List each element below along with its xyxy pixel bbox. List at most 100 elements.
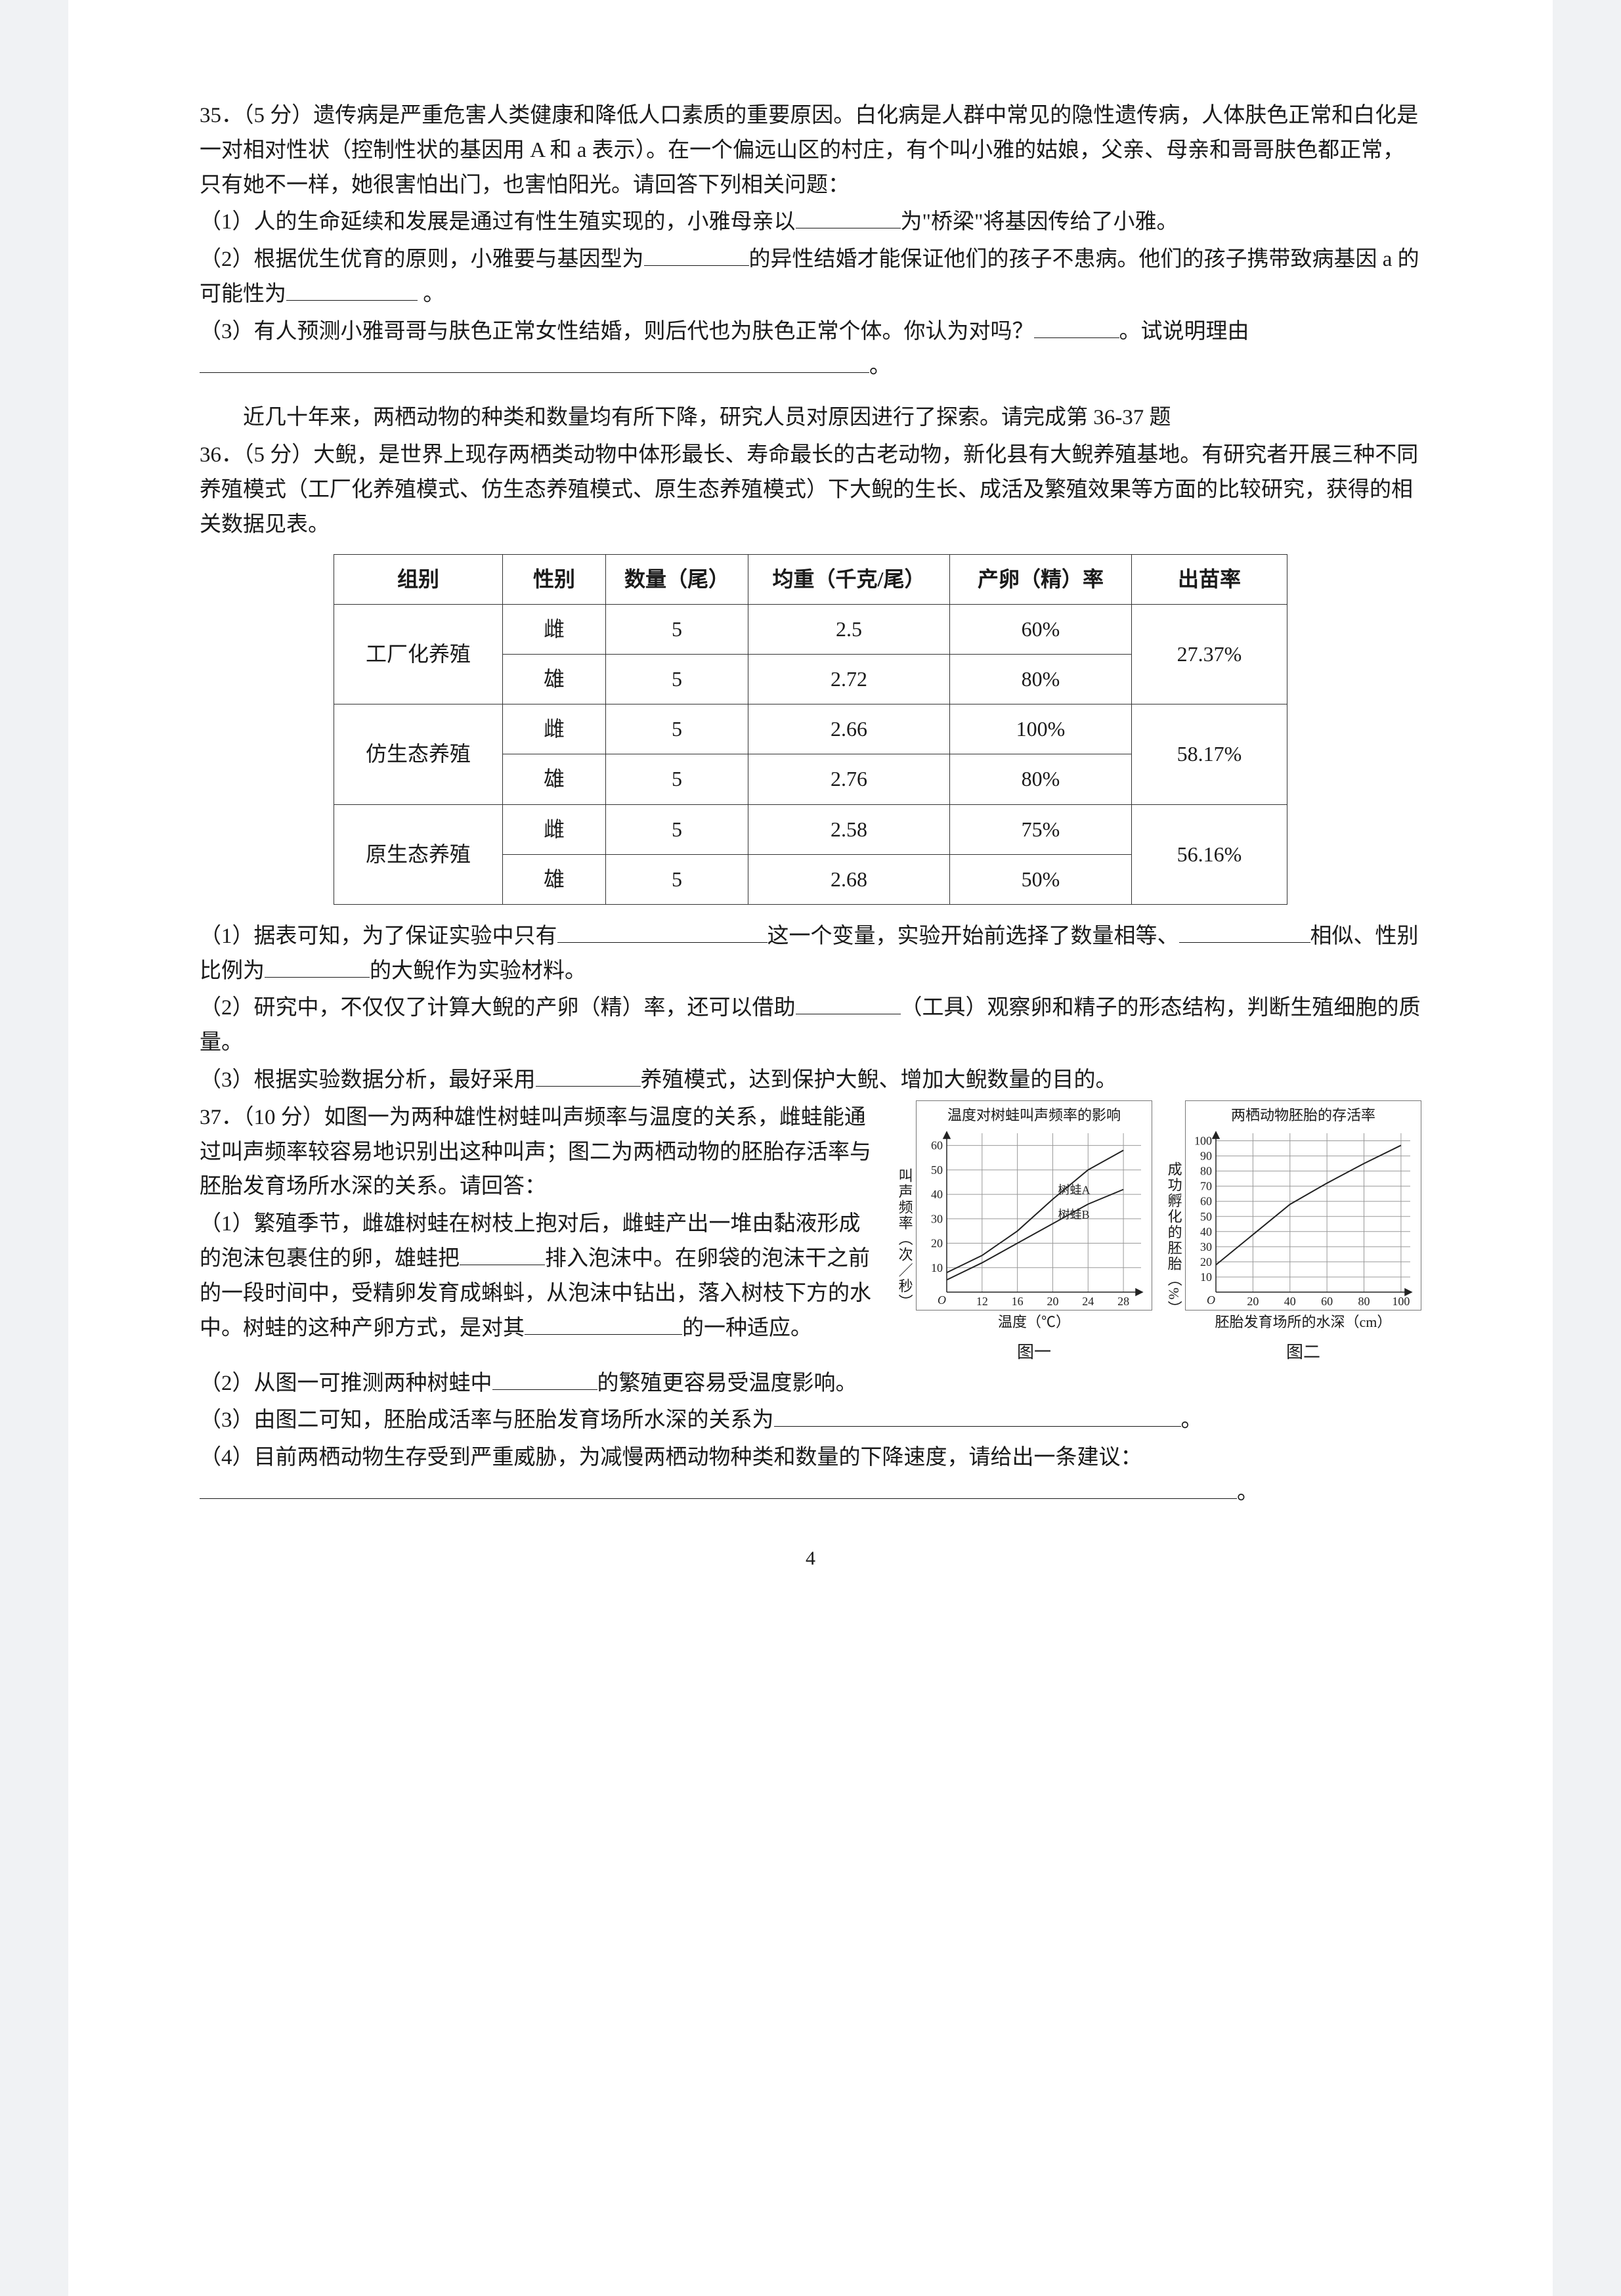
- blank: [796, 992, 901, 1014]
- blank: [460, 1243, 545, 1265]
- blank: [286, 278, 418, 301]
- td: 2.58: [748, 804, 950, 854]
- svg-text:30: 30: [1200, 1240, 1212, 1253]
- chart1-wrap: 叫声频率（次／秒） 温度对树蛙叫声频率的影响 10203040506012162…: [894, 1100, 1152, 1366]
- td: 27.37%: [1132, 604, 1287, 704]
- q35-header: 35．（5 分）遗传病是严重危害人类健康和降低人口素质的重要原因。白化病是人群中…: [200, 98, 1421, 202]
- td: 2.68: [748, 854, 950, 904]
- svg-text:100: 100: [1194, 1135, 1212, 1148]
- td: 80%: [950, 654, 1132, 704]
- blank: [557, 921, 767, 943]
- td: 5: [606, 804, 748, 854]
- th-wt: 均重（千克/尾）: [748, 554, 950, 604]
- q36-p1d: 的大鲵作为实验材料。: [370, 959, 586, 983]
- q36-p1a: （1）据表可知，为了保证实验中只有: [200, 924, 557, 948]
- chart2-title: 两栖动物胚胎的存活率: [1186, 1101, 1421, 1128]
- td: 雄: [503, 854, 606, 904]
- chart2-caption: 图二: [1185, 1339, 1421, 1366]
- q35-p1: （1）人的生命延续和发展是通过有性生殖实现的，小雅母亲以 为"桥梁"将基因传给了小…: [200, 205, 1421, 240]
- svg-text:50: 50: [1200, 1210, 1212, 1223]
- q35-p2c: 。: [418, 282, 444, 306]
- svg-text:50: 50: [931, 1163, 943, 1177]
- table-row: 工厂化养殖 雌 5 2.5 60% 27.37%: [334, 604, 1287, 654]
- svg-text:60: 60: [1200, 1195, 1212, 1208]
- th-sex: 性别: [503, 554, 606, 604]
- blank: [492, 1368, 597, 1390]
- q37-header: 37．（10 分）如图一为两种雄性树蛙叫声频率与温度的关系，雌蛙能通过叫声频率较…: [200, 1100, 875, 1204]
- blank: [774, 1404, 1181, 1427]
- intro: 近几十年来，两栖动物的种类和数量均有所下降，研究人员对原因进行了探索。请完成第 …: [200, 401, 1421, 435]
- blank: [796, 206, 901, 228]
- svg-text:90: 90: [1200, 1150, 1212, 1163]
- q37-p1: （1）繁殖季节，雌雄树蛙在树枝上抱对后，雌蛙产出一堆由黏液形成的泡沫包裹住的卵，…: [200, 1207, 875, 1345]
- q35-p3b: 。试说明理由: [1119, 320, 1249, 343]
- q35-p3: （3）有人预测小雅哥哥与肤色正常女性结婚，则后代也为肤色正常个体。你认为对吗？。…: [200, 314, 1421, 384]
- chart1-caption: 图一: [916, 1339, 1152, 1366]
- q36-p2: （2）研究中，不仅仅了计算大鲵的产卵（精）率，还可以借助（工具）观察卵和精子的形…: [200, 991, 1421, 1060]
- svg-text:40: 40: [1200, 1225, 1212, 1238]
- svg-text:O: O: [1207, 1293, 1215, 1307]
- q35-p3c: 。: [869, 355, 891, 378]
- td: 雌: [503, 804, 606, 854]
- svg-text:10: 10: [1200, 1270, 1212, 1284]
- q37-p4a: （4）目前两栖动物生存受到严重威胁，为减慢两栖动物种类和数量的下降速度，请给出一…: [200, 1446, 1142, 1469]
- q35-p2a: （2）根据优生优育的原则，小雅要与基因型为: [200, 248, 644, 271]
- q36-p2a: （2）研究中，不仅仅了计算大鲵的产卵（精）率，还可以借助: [200, 996, 796, 1020]
- blank: [200, 1477, 1237, 1499]
- td: 100%: [950, 704, 1132, 754]
- svg-text:100: 100: [1392, 1295, 1410, 1308]
- blank: [200, 351, 869, 373]
- td: 雄: [503, 754, 606, 804]
- blank: [1034, 316, 1119, 338]
- td: 2.72: [748, 654, 950, 704]
- svg-text:树蛙B: 树蛙B: [1058, 1208, 1089, 1221]
- chart2-svg: 10203040506070809010020406080100O: [1186, 1128, 1419, 1316]
- td: 2.66: [748, 704, 950, 754]
- td: 75%: [950, 804, 1132, 854]
- q37-p4: （4）目前两栖动物生存受到严重威胁，为减慢两栖动物种类和数量的下降速度，请给出一…: [200, 1440, 1421, 1510]
- svg-text:60: 60: [931, 1139, 943, 1152]
- td: 80%: [950, 754, 1132, 804]
- q35-p1b: 为"桥梁"将基因传给了小雅。: [901, 210, 1178, 234]
- q36-header: 36．（5 分）大鲵，是世界上现存两栖类动物中体形最长、寿命最长的古老动物，新化…: [200, 438, 1421, 542]
- td: 58.17%: [1132, 704, 1287, 804]
- th-rate: 产卵（精）率: [950, 554, 1132, 604]
- td: 60%: [950, 604, 1132, 654]
- svg-text:10: 10: [931, 1261, 943, 1274]
- td: 5: [606, 754, 748, 804]
- q37-p1c: 的一种适应。: [682, 1316, 812, 1340]
- q36-p3b: 养殖模式，达到保护大鲵、增加大鲵数量的目的。: [641, 1068, 1117, 1092]
- q36-p3: （3）根据实验数据分析，最好采用养殖模式，达到保护大鲵、增加大鲵数量的目的。: [200, 1063, 1421, 1098]
- svg-text:树蛙A: 树蛙A: [1058, 1184, 1090, 1197]
- svg-text:28: 28: [1117, 1295, 1129, 1308]
- svg-text:20: 20: [1047, 1295, 1058, 1308]
- blank: [525, 1312, 682, 1335]
- svg-text:12: 12: [976, 1295, 988, 1308]
- svg-text:60: 60: [1321, 1295, 1333, 1308]
- chart1-ylabel: 叫声频率（次／秒）: [893, 1168, 916, 1310]
- td: 5: [606, 604, 748, 654]
- th-out: 出苗率: [1132, 554, 1287, 604]
- q36-p1b: 这一个变量，实验开始前选择了数量相等、: [767, 924, 1179, 948]
- blank: [644, 244, 749, 266]
- td: 5: [606, 704, 748, 754]
- chart2-wrap: 成功孵化的胚胎（%） 两栖动物胚胎的存活率 102030405060708090…: [1163, 1100, 1421, 1366]
- q35-p1a: （1）人的生命延续和发展是通过有性生殖实现的，小雅母亲以: [200, 210, 796, 234]
- svg-text:16: 16: [1012, 1295, 1024, 1308]
- svg-text:20: 20: [1247, 1295, 1259, 1308]
- table-row: 原生态养殖 雌 5 2.58 75% 56.16%: [334, 804, 1287, 854]
- td: 56.16%: [1132, 804, 1287, 904]
- td: 仿生态养殖: [334, 704, 503, 804]
- svg-text:24: 24: [1082, 1295, 1094, 1308]
- td: 原生态养殖: [334, 804, 503, 904]
- svg-text:80: 80: [1200, 1165, 1212, 1178]
- td: 5: [606, 654, 748, 704]
- svg-text:70: 70: [1200, 1180, 1212, 1193]
- chart2-box: 两栖动物胚胎的存活率 10203040506070809010020406080…: [1185, 1100, 1421, 1310]
- td: 雌: [503, 704, 606, 754]
- table-row: 组别 性别 数量（尾） 均重（千克/尾） 产卵（精）率 出苗率: [334, 554, 1287, 604]
- blank: [265, 955, 370, 978]
- chart1-box: 温度对树蛙叫声频率的影响 1020304050601216202428O树蛙A树…: [916, 1100, 1152, 1310]
- svg-text:20: 20: [931, 1237, 943, 1250]
- th-qty: 数量（尾）: [606, 554, 748, 604]
